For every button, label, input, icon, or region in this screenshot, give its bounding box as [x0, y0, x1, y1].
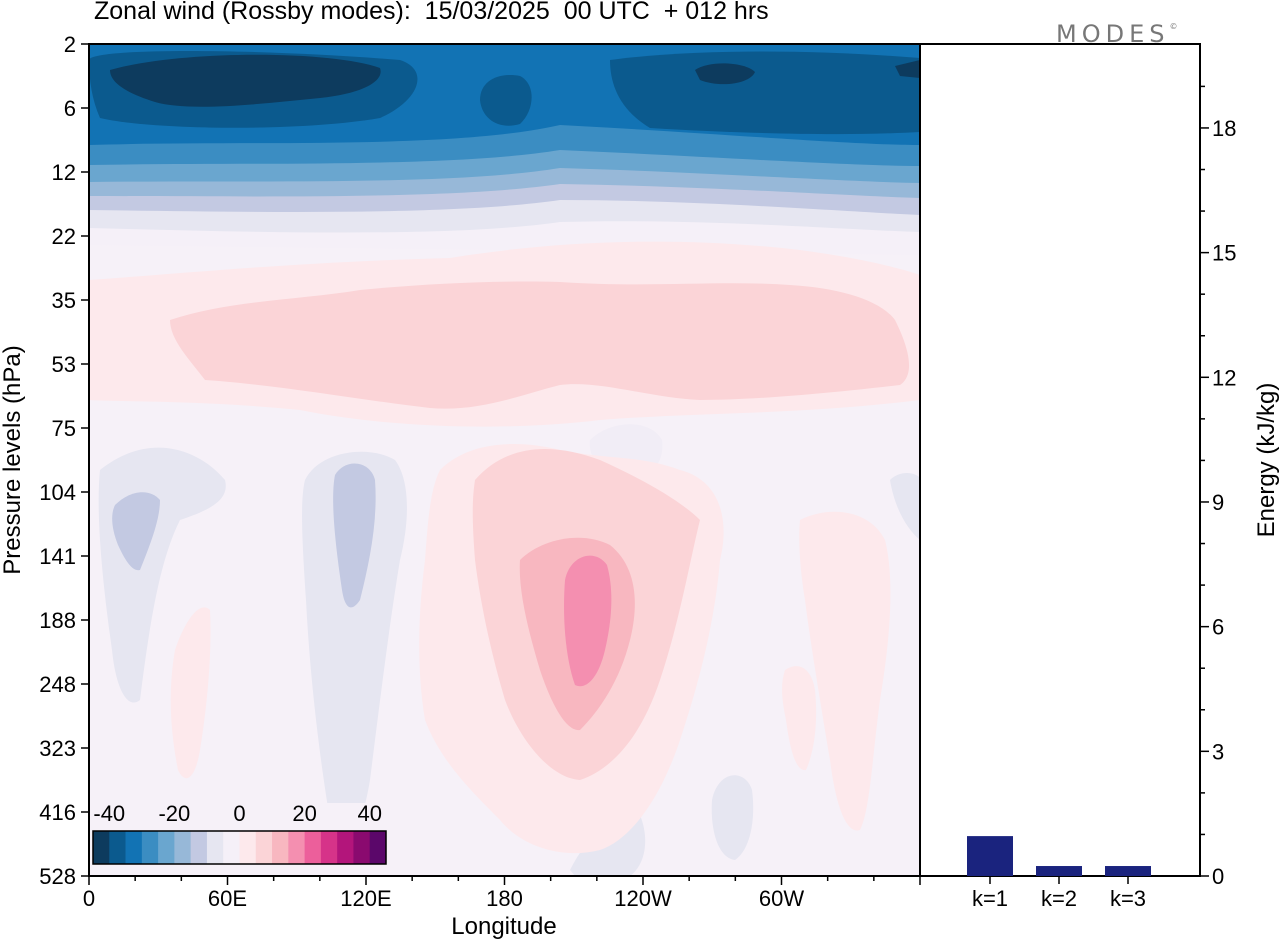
colorbar-swatch [206, 831, 224, 864]
colorbar-tick-label: -40 [93, 801, 125, 826]
colorbar-tick-label: 40 [357, 801, 381, 826]
energy-tick-label: 3 [1212, 739, 1224, 764]
y-tick-label: 188 [39, 608, 76, 633]
energy-tick-label: 12 [1212, 365, 1236, 390]
y-tick-label: 416 [39, 800, 76, 825]
colorbar-swatch [369, 831, 387, 864]
colorbar-tick-label: 20 [292, 801, 316, 826]
x-axis-label: Longitude [451, 913, 556, 940]
chart-title: Zonal wind (Rossby modes): 15/03/2025 00… [94, 0, 769, 25]
colorbar-swatch [141, 831, 159, 864]
y-tick-label: 323 [39, 736, 76, 761]
colorbar-swatch [239, 831, 257, 864]
colorbar-swatch [223, 831, 240, 864]
colorbar-swatch [125, 831, 143, 864]
bar-category-label: k=1 [972, 886, 1008, 911]
colorbar-swatch [93, 831, 110, 864]
colorbar-swatch [174, 831, 192, 864]
energy-tick-label: 9 [1212, 490, 1224, 515]
colorbar-tick-label: -20 [158, 801, 190, 826]
colorbar-swatch [190, 831, 208, 864]
energy-axis-label: Energy (kJ/kg) [1253, 383, 1280, 538]
y-tick-label: 248 [39, 672, 76, 697]
colorbar-swatch [353, 831, 371, 864]
colorbar-swatch [337, 831, 354, 864]
colorbar-swatch [288, 831, 306, 864]
x-tick-label: 0 [83, 886, 95, 911]
energy-axis-ticks: 0 3 6 9 12 15 18 [1200, 85, 1236, 889]
energy-panel-frame [919, 43, 1201, 877]
colorbar-swatch [255, 831, 273, 864]
y-tick-label: 6 [64, 96, 76, 121]
colorbar-frame [92, 830, 387, 865]
y-tick-label: 75 [52, 416, 76, 441]
colorbar-tick-label: 0 [233, 801, 245, 826]
energy-tick-label: 6 [1212, 615, 1224, 640]
energy-bar-k=2 [1036, 866, 1082, 876]
y-axis-label: Pressure levels (hPa) [0, 345, 26, 574]
energy-tick-label: 15 [1212, 241, 1236, 266]
x-tick-label: 120E [340, 886, 391, 911]
bar-category-label: k=2 [1041, 886, 1077, 911]
energy-bar-k=3 [1105, 866, 1151, 876]
colorbar-swatch [158, 831, 175, 864]
copyright-mark: © [1169, 22, 1178, 31]
y-tick-label: 528 [39, 864, 76, 889]
colorbar: -40 -20 0 20 40 [90, 801, 389, 866]
y-tick-label: 2 [64, 32, 76, 57]
colorbar-swatch [304, 831, 322, 864]
y-axis-ticks: 2 6 12 22 35 53 75 104 141 188 248 323 416 528 [39, 32, 89, 889]
energy-tick-label: 0 [1212, 864, 1224, 889]
y-tick-label: 104 [39, 480, 76, 505]
y-tick-label: 35 [52, 288, 76, 313]
energy-tick-label: 18 [1212, 116, 1236, 141]
energy-bars: k=1 k=2 k=3 [967, 836, 1151, 911]
x-tick-label: 120W [614, 886, 672, 911]
x-axis-ticks: 0 60E 120E 180 120W 60W [83, 876, 921, 911]
zonal-wind-heatmap [89, 44, 920, 876]
colorbar-swatch [109, 831, 126, 864]
energy-bar-k=1 [967, 836, 1013, 876]
bar-category-label: k=3 [1110, 886, 1146, 911]
y-tick-label: 12 [52, 160, 76, 185]
y-tick-label: 53 [52, 352, 76, 377]
colorbar-swatch [320, 831, 338, 864]
y-tick-label: 141 [39, 544, 76, 569]
colorbar-swatch [272, 831, 289, 864]
x-tick-label: 60W [759, 886, 804, 911]
x-tick-label: 60E [208, 886, 247, 911]
x-tick-label: 180 [486, 886, 523, 911]
y-tick-label: 22 [52, 224, 76, 249]
